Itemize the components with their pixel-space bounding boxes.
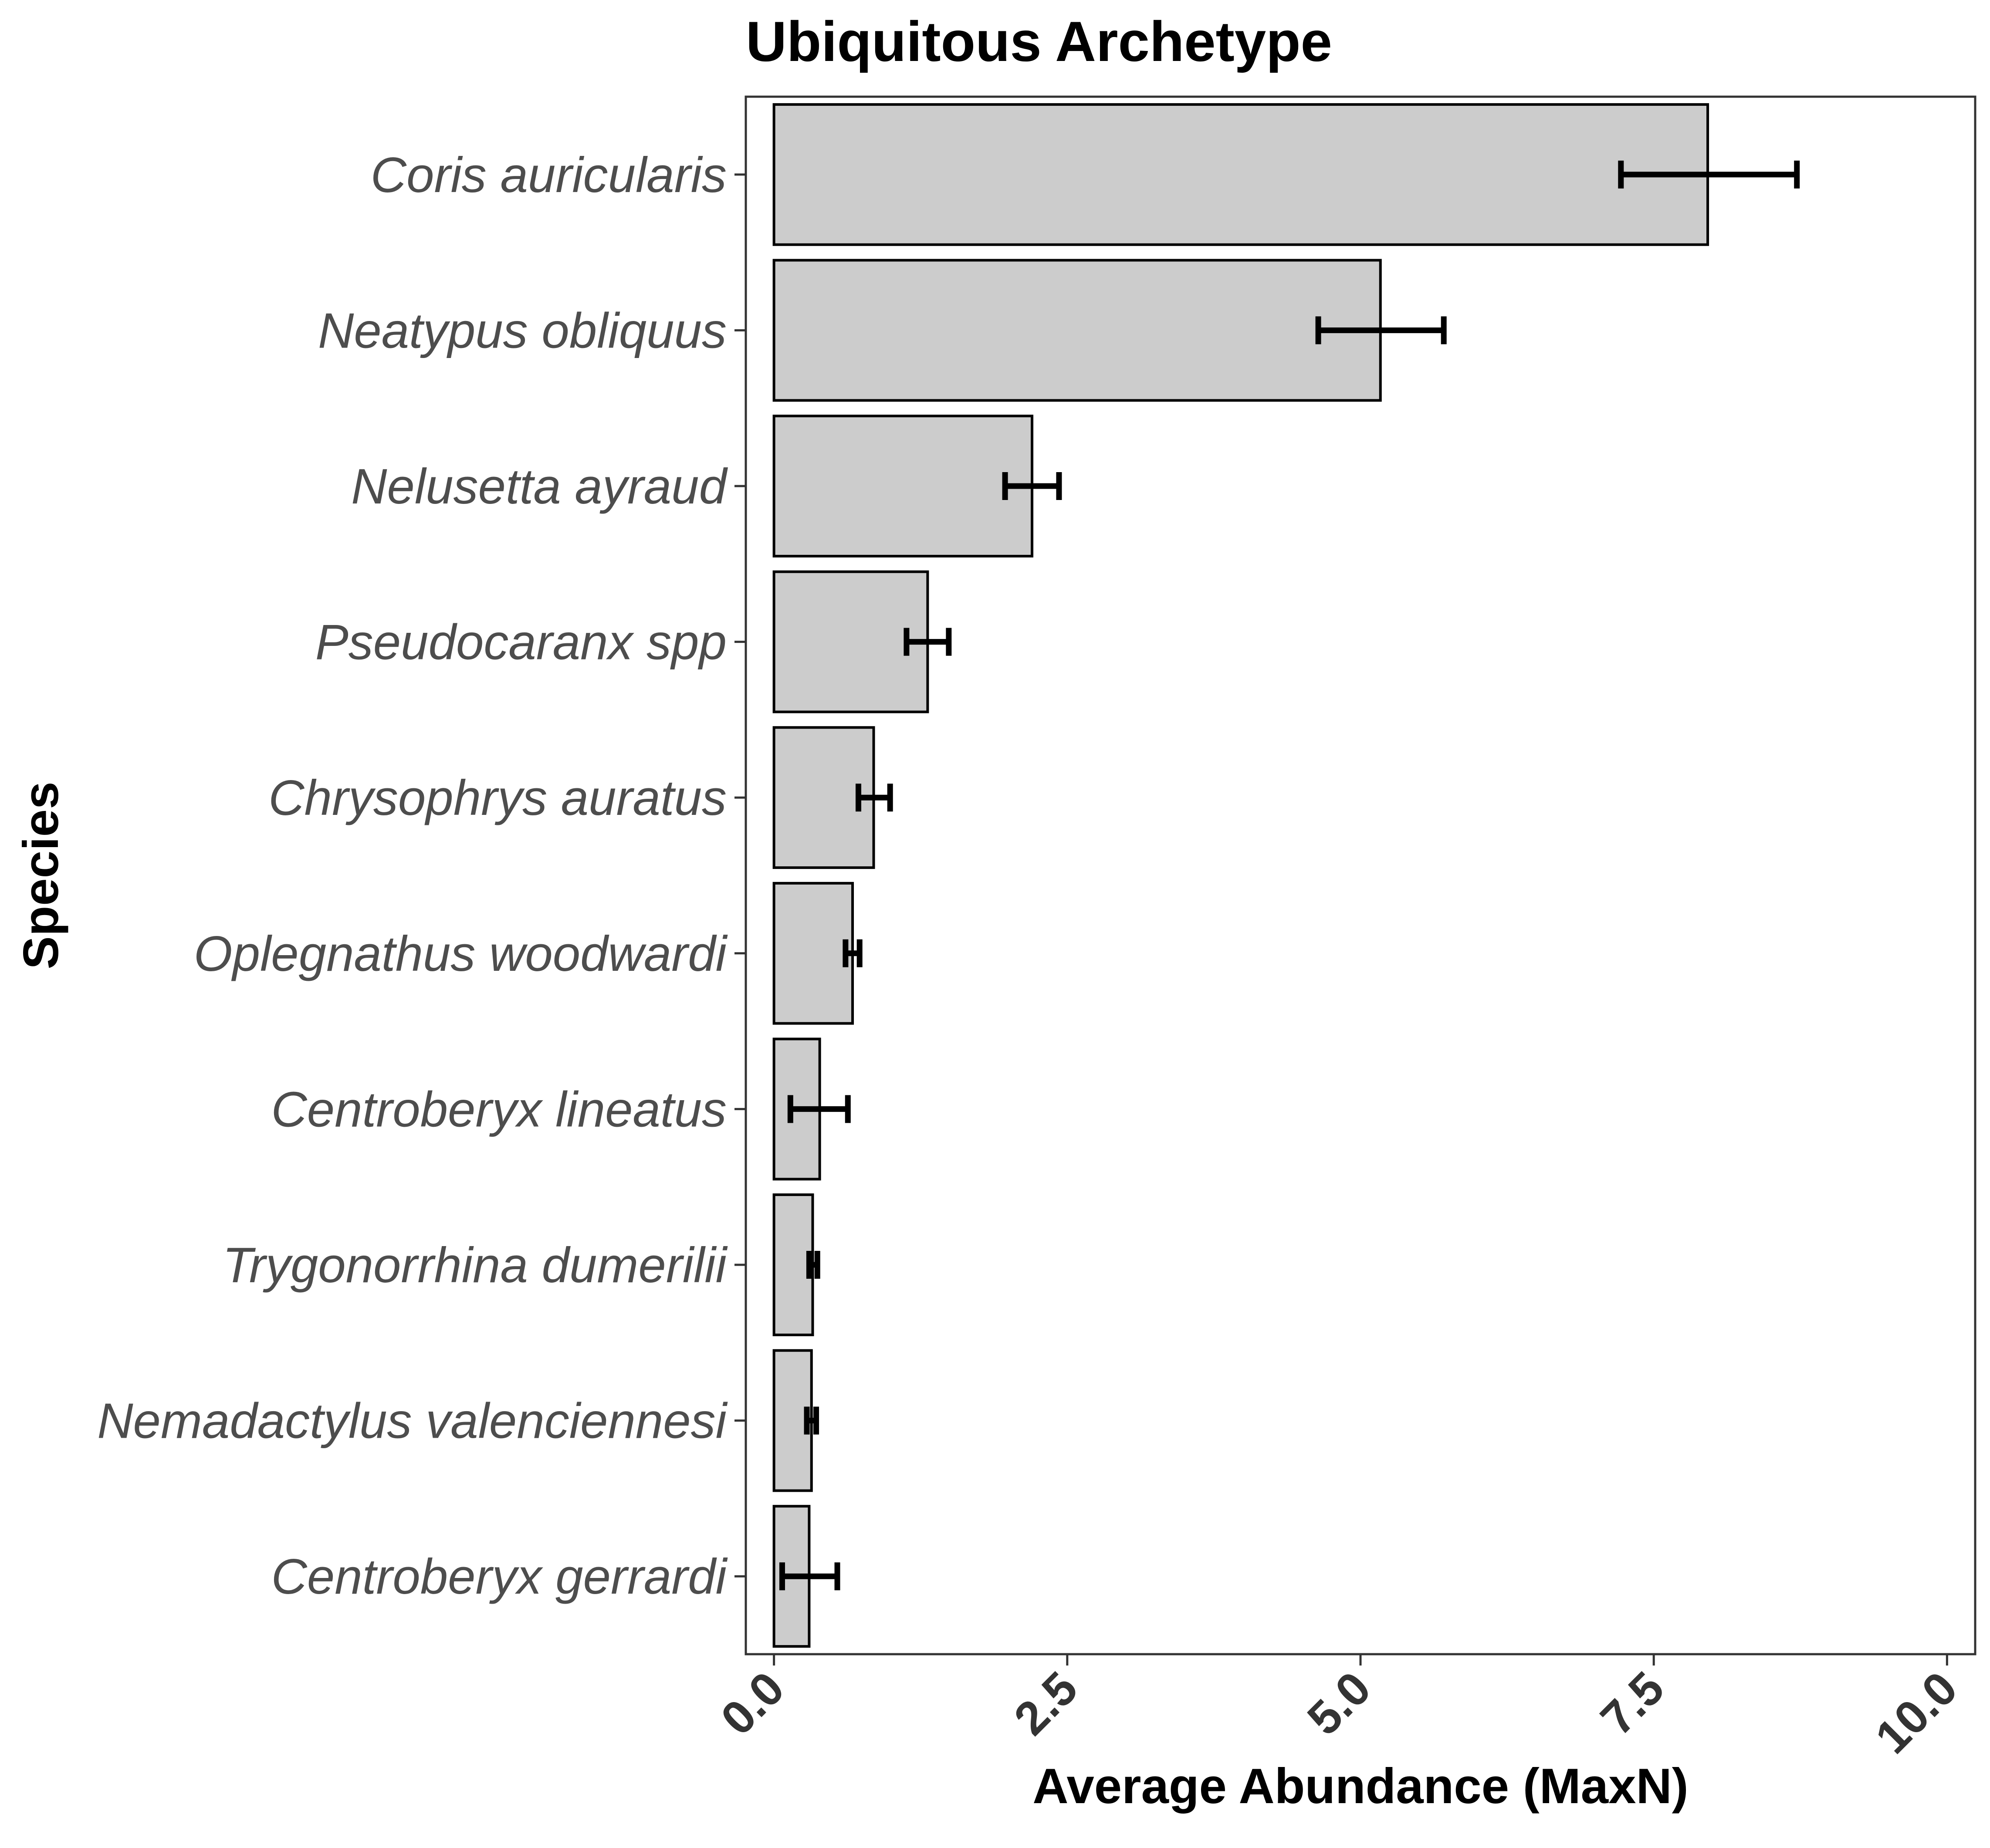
y-tick-label: Chrysophrys auratus	[268, 770, 727, 826]
bar	[772, 1193, 814, 1336]
y-tick-label: Neatypus obliquus	[318, 303, 727, 358]
y-tick-label: Trygonorrhina dumerilii	[223, 1238, 728, 1293]
y-tick-label: Pseudocaranx spp	[315, 615, 727, 670]
y-tick-label: Centroberyx gerrardi	[271, 1549, 728, 1605]
chart-title: Ubiquitous Archetype	[746, 10, 1332, 73]
y-tick-label: Oplegnathus woodwardi	[194, 926, 728, 982]
bar	[772, 882, 854, 1025]
y-axis-title: Species	[14, 782, 69, 970]
x-axis-title: Average Abundance (MaxN)	[1032, 1759, 1689, 1814]
plot-panel-border	[745, 95, 1976, 1655]
y-axis-tick-labels: Coris auricularis Neatypus obliquus Neluse…	[97, 148, 728, 1605]
y-axis-ticks	[734, 173, 746, 1578]
bar	[772, 415, 1034, 557]
bar	[772, 570, 929, 713]
y-tick-label: Nemadactylus valenciennesi	[97, 1394, 728, 1449]
y-tick-label: Nelusetta ayraud	[351, 459, 728, 514]
x-axis-ticks	[773, 1654, 1948, 1666]
bar	[772, 259, 1382, 402]
error-bars	[779, 160, 1800, 1591]
bar	[772, 103, 1709, 246]
y-tick-label: Coris auricularis	[371, 148, 727, 203]
bars	[772, 103, 1709, 1648]
y-tick-label: Centroberyx lineatus	[271, 1082, 727, 1137]
